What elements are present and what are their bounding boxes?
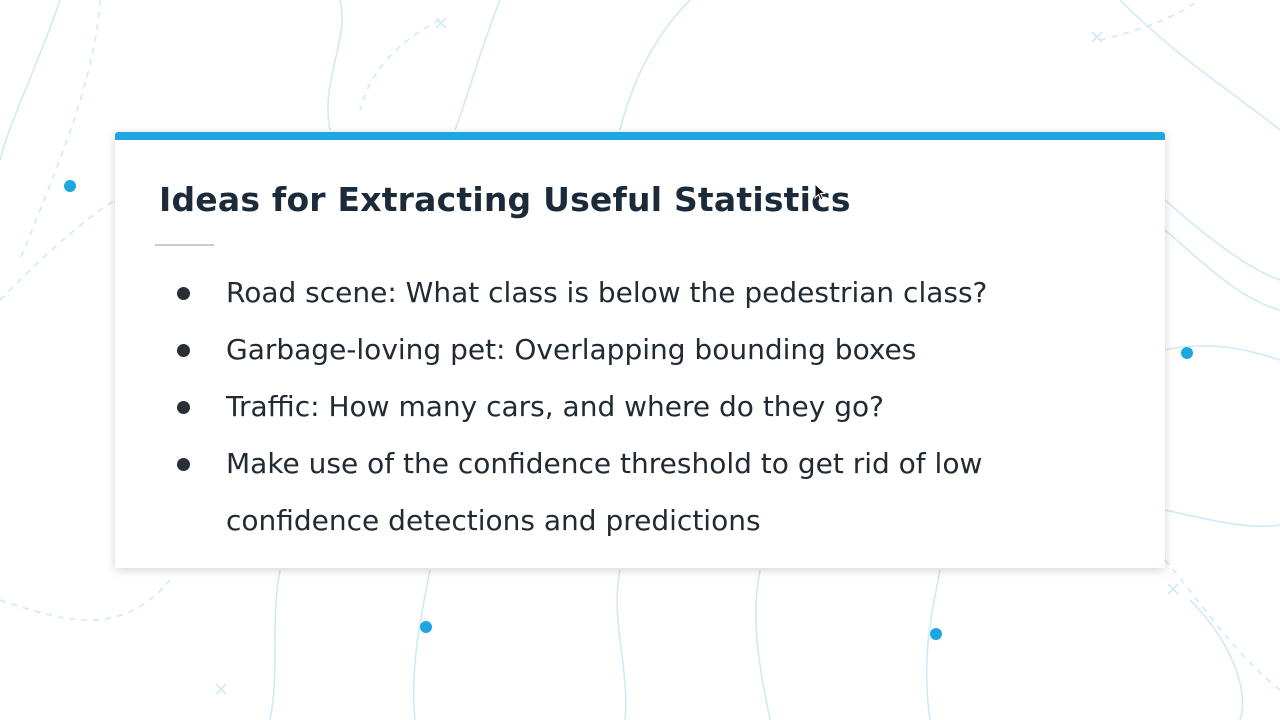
bullet-dot-icon [177, 401, 190, 414]
bullet-text: Traffic: How many cars, and where do the… [226, 390, 885, 423]
list-item: Garbage-loving pet: Overlapping bounding… [115, 321, 1115, 378]
bullet-list: Road scene: What class is below the pede… [115, 264, 1115, 549]
bullet-text: Road scene: What class is below the pede… [226, 276, 988, 309]
bullet-dot-icon [177, 287, 190, 300]
bullet-text: Garbage-loving pet: Overlapping bounding… [226, 333, 917, 366]
slide-title: Ideas for Extracting Useful Statistics [159, 180, 851, 219]
list-item-continuation: confidence detections and predictions [115, 492, 1115, 549]
bullet-text: confidence detections and predictions [226, 504, 761, 537]
mouse-cursor-icon [814, 183, 826, 201]
list-item: Road scene: What class is below the pede… [115, 264, 1115, 321]
bullet-text: Make use of the confidence threshold to … [226, 447, 983, 480]
bullet-dot-icon [177, 458, 190, 471]
list-item: Traffic: How many cars, and where do the… [115, 378, 1115, 435]
bullet-dot-icon [177, 344, 190, 357]
title-divider [155, 244, 214, 246]
list-item: Make use of the confidence threshold to … [115, 435, 1115, 492]
slide-card: Ideas for Extracting Useful Statistics R… [115, 132, 1165, 568]
